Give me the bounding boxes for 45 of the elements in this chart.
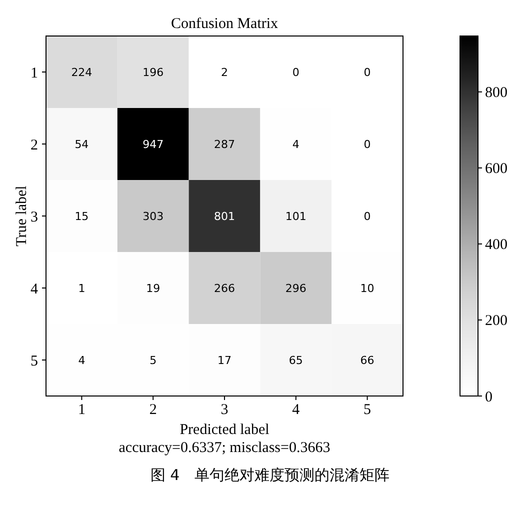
data-label: 196 (142, 66, 164, 79)
chart-title: Confusion Matrix (170, 16, 279, 32)
text: accuracy=0.6337; misclass=0.3663 (118, 440, 330, 456)
data-label: 1 (78, 282, 86, 295)
color-bar-label: 800 (485, 85, 508, 102)
data-label: 947 (142, 138, 164, 151)
color-bar-label: 200 (485, 313, 508, 330)
data-label: 303 (142, 210, 164, 223)
data-label: 224 (71, 66, 92, 79)
data-label: 287 (214, 138, 235, 151)
data-label: 19 (146, 282, 160, 295)
data-label: 101 (285, 210, 306, 223)
y-axis-title: True label (14, 186, 30, 246)
x-tick-label: 5 (364, 402, 372, 418)
data-label: 296 (285, 282, 306, 295)
data-label: 2 (221, 66, 228, 79)
data-label: 54 (74, 138, 89, 151)
data-label: 65 (288, 354, 303, 367)
data-label: 0 (364, 138, 371, 151)
caption: 图 4 单句绝对难度预测的混淆矩阵 (150, 466, 390, 484)
y-tick-label: 2 (30, 137, 38, 154)
x-tick-label: 2 (149, 402, 157, 418)
data-label: 17 (218, 354, 232, 367)
x-tick-label: 4 (292, 402, 300, 418)
color-bar-label: 0 (485, 389, 492, 406)
data-label: 266 (214, 282, 235, 295)
data-label: 801 (214, 210, 235, 223)
data-label: 66 (360, 354, 374, 367)
data-label: 0 (364, 210, 371, 223)
data-label: 10 (360, 282, 374, 295)
x-tick-label: 3 (220, 402, 228, 418)
y-tick-label: 5 (30, 353, 38, 370)
x-axis-title: Predicted label (180, 422, 270, 438)
color-bar-label: 400 (485, 237, 508, 254)
data-label: 4 (292, 138, 300, 151)
data-label: 5 (150, 354, 157, 367)
data-label: 4 (78, 354, 86, 367)
color-bar-label: 600 (485, 161, 508, 178)
data-label: 0 (364, 66, 371, 79)
data-label: 15 (74, 210, 89, 223)
y-tick-label: 4 (30, 281, 38, 298)
data-label: 0 (292, 66, 300, 79)
y-tick-label: 3 (30, 209, 38, 226)
x-tick-label: 1 (78, 402, 86, 418)
y-tick-label: 1 (30, 65, 38, 82)
